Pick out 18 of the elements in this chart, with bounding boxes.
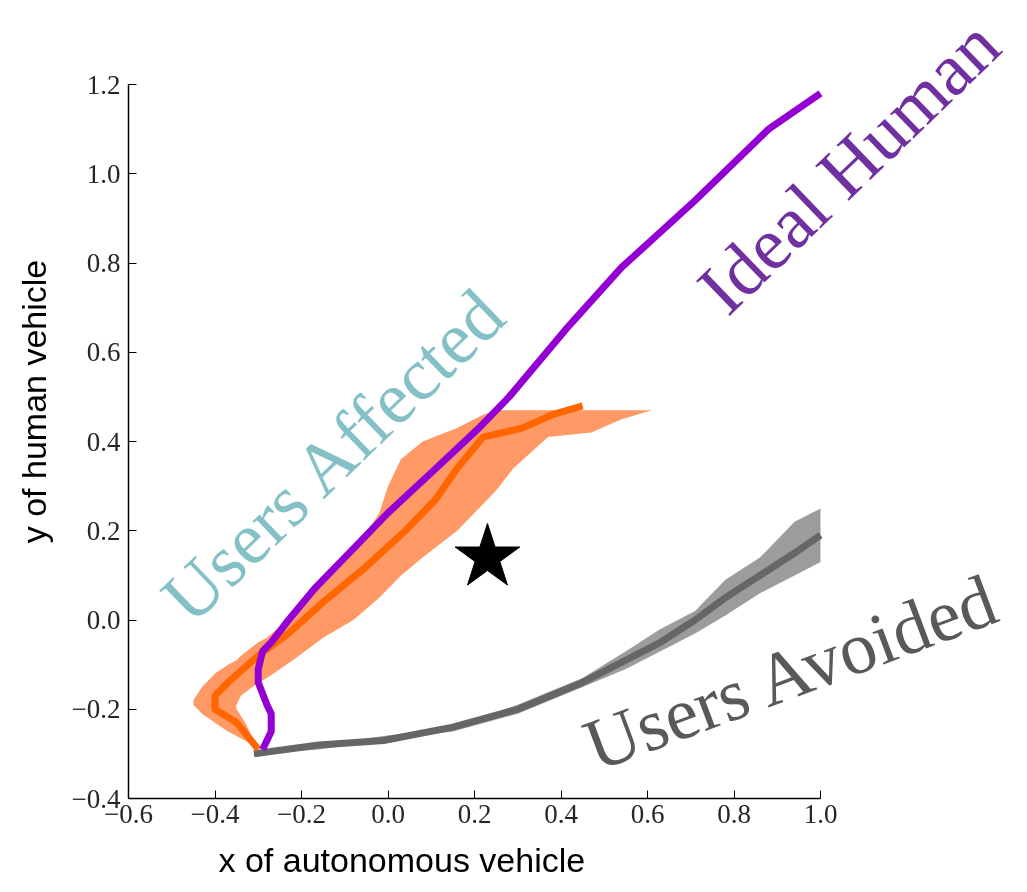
x-tick-label: −0.4 (190, 798, 240, 829)
x-tick-label: −0.2 (277, 798, 326, 829)
x-tick-label: 0.8 (717, 798, 751, 829)
x-tick-label: 1.0 (803, 798, 838, 829)
y-tick-label: 0.8 (86, 248, 121, 278)
x-axis-title: x of autonomous vehicle (218, 840, 586, 879)
y-tick-label: −0.2 (71, 694, 121, 725)
y-tick-label: 0.2 (86, 515, 121, 546)
x-tick-label: 0.6 (630, 798, 665, 829)
y-tick-label: 1.0 (86, 158, 121, 189)
y-tick-label: 0.0 (86, 605, 121, 635)
y-axis-title: y of human vehicle (14, 259, 53, 544)
x-tick-label: 0.0 (371, 798, 405, 829)
x-tick-label: 0.2 (457, 798, 492, 829)
y-tick-label: 0.4 (86, 426, 121, 457)
y-tick-label: 0.6 (86, 337, 121, 368)
x-tick-label: 0.4 (544, 798, 579, 829)
y-tick-label: 1.2 (86, 69, 121, 100)
